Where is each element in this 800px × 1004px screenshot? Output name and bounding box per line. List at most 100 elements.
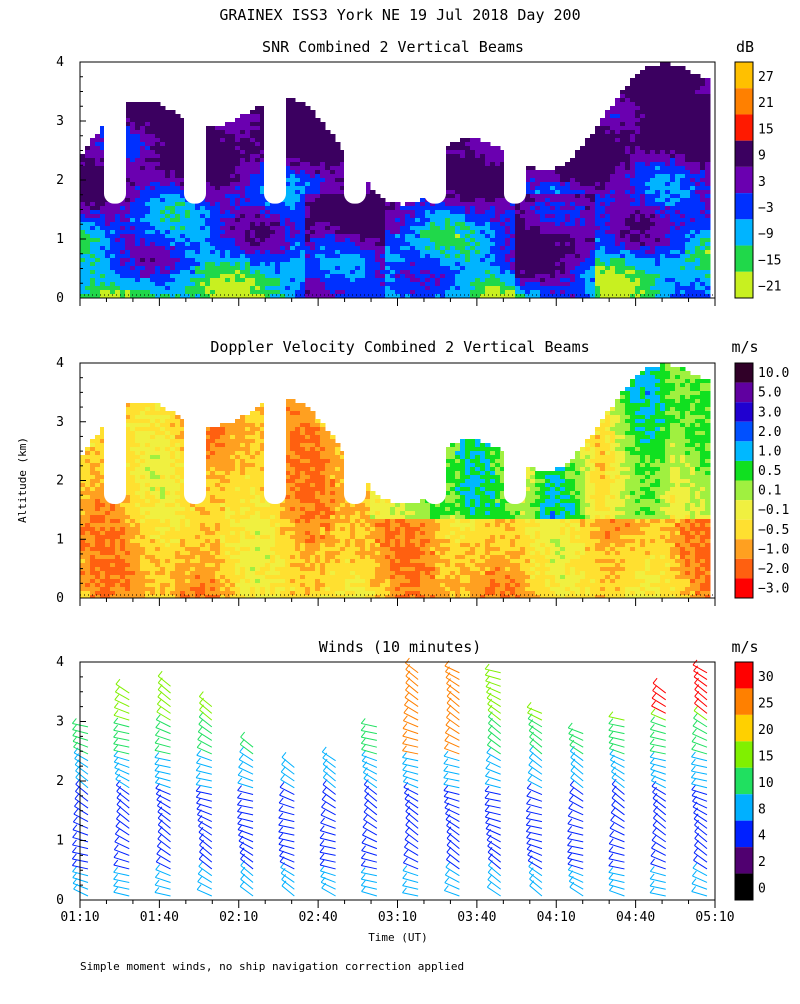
wind-barb (444, 891, 459, 896)
wind-barb-feather (155, 880, 159, 885)
wind-barb-feather (652, 835, 656, 840)
wind-barb (650, 879, 666, 883)
doppler-colorbar-swatch (735, 500, 753, 520)
snr-colorbar-swatch (735, 141, 753, 167)
doppler-y-tick-label: 4 (56, 356, 64, 371)
winds-colorbar-swatch (735, 874, 753, 900)
doppler-heatmap (80, 363, 711, 600)
wind-barb-feather (446, 712, 450, 717)
missing-data-gap (424, 62, 446, 204)
snr-colorbar-label: 9 (758, 149, 766, 164)
wind-barb-feather (197, 798, 201, 803)
wind-barb-feather (240, 747, 244, 752)
wind-barb (650, 886, 666, 889)
wind-barb-feather (404, 708, 408, 713)
wind-barb-feather (279, 813, 283, 818)
wind-barb (568, 845, 584, 848)
winds-colorbar-label: 8 (758, 802, 766, 817)
wind-barb-feather (528, 768, 532, 773)
wind-barb-feather (694, 855, 698, 860)
wind-barb-feather (568, 723, 572, 728)
wind-barb-feather (485, 800, 489, 805)
wind-barb-feather (609, 712, 613, 717)
wind-barb-feather (361, 718, 365, 723)
wind-barb-feather (526, 820, 530, 825)
wind-barb (651, 769, 666, 774)
wind-barb-feather (279, 820, 283, 825)
wind-barb (114, 730, 130, 733)
wind-barb-feather (609, 861, 613, 866)
wind-barb (320, 845, 336, 848)
wind-barb (321, 815, 336, 822)
wind-barb (320, 852, 336, 855)
wind-barb-feather (650, 881, 654, 886)
wind-barb-feather (361, 732, 365, 737)
wind-barb-feather (114, 703, 118, 708)
snr-colorbar-label: −9 (758, 227, 774, 242)
wind-barb-feather (72, 847, 76, 852)
missing-data-gap (264, 363, 286, 504)
wind-barb-feather (529, 760, 533, 765)
wind-barb-feather (364, 815, 368, 820)
winds-y-tick-label: 2 (56, 774, 64, 789)
wind-barb (609, 724, 625, 727)
wind-barb-feather (114, 732, 118, 737)
wind-barb-feather (196, 792, 200, 797)
wind-barb (155, 757, 171, 760)
wind-barb-feather (650, 866, 654, 871)
wind-barb (404, 855, 418, 862)
wind-barb-feather (444, 759, 448, 764)
wind-barb-feather (114, 745, 118, 750)
winds-colorbar-label: 15 (758, 749, 774, 764)
winds-colorbar-swatch (735, 821, 753, 847)
wind-barb-feather (485, 793, 489, 798)
wind-barb (322, 888, 336, 896)
wind-barb-feather (155, 730, 159, 735)
wind-barb-feather (199, 719, 203, 724)
wind-barb-feather (73, 725, 77, 730)
winds-colorbar-swatch (735, 847, 753, 873)
doppler-colorbar-label: 1.0 (758, 444, 781, 459)
wind-barb (568, 831, 584, 835)
wind-barb-feather (155, 872, 159, 877)
winds-colorbar-label: 30 (758, 670, 774, 685)
wind-barb-feather (692, 871, 696, 876)
wind-barb-feather (444, 743, 448, 748)
doppler-colorbar-label: 5.0 (758, 386, 781, 401)
wind-barb-feather (692, 737, 696, 742)
wind-barb-feather (114, 718, 118, 723)
wind-barb-feather (361, 725, 365, 730)
wind-barb-feather (157, 849, 161, 854)
wind-barb-feather (239, 755, 243, 760)
wind-barb-feather (157, 707, 161, 712)
snr-colorbar-label: 15 (758, 122, 774, 137)
winds-colorbar-swatch (735, 768, 753, 794)
wind-barb-feather (321, 810, 325, 815)
wind-barb-feather (651, 717, 655, 722)
wind-barb-feather (322, 802, 326, 807)
missing-data-gap (424, 363, 446, 504)
wind-barb-feather (403, 858, 407, 863)
wind-barb (609, 851, 624, 855)
wind-barb-feather (403, 723, 407, 728)
wind-barb (361, 866, 377, 869)
wind-barb (485, 798, 501, 801)
wind-barb-feather (72, 840, 76, 845)
wind-barb-feather (73, 832, 77, 837)
wind-barb-feather (691, 766, 695, 771)
winds-colorbar-label: 2 (758, 855, 766, 870)
winds-colorbar-swatch (735, 662, 753, 688)
wind-barb (155, 750, 171, 754)
wind-barb (444, 778, 460, 781)
wind-barb-feather (114, 881, 118, 886)
doppler-colorbar-swatch (735, 461, 753, 481)
wind-barb (155, 783, 170, 788)
wind-barb (609, 859, 625, 862)
wind-barb (487, 887, 500, 896)
wind-barb-feather (570, 788, 574, 793)
wind-barb (361, 873, 377, 876)
wind-barb (651, 848, 665, 855)
